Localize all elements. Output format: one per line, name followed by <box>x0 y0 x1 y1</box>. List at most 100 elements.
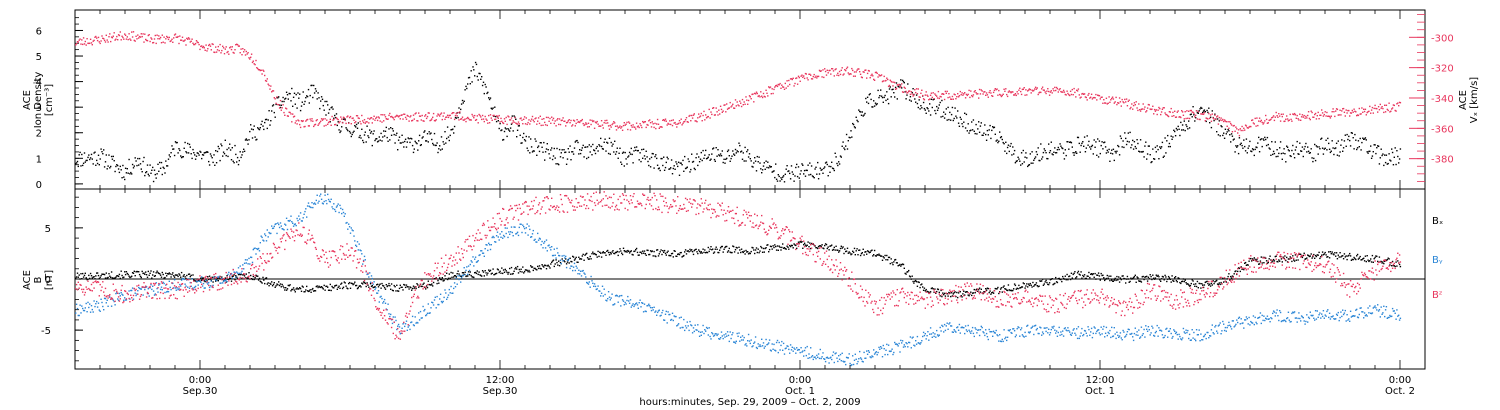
data-point <box>259 280 261 282</box>
data-point <box>859 254 862 257</box>
data-point <box>250 53 253 55</box>
data-point <box>283 100 285 103</box>
data-point <box>84 272 86 274</box>
data-point <box>379 139 381 141</box>
data-point <box>378 136 380 138</box>
data-point <box>1133 141 1136 143</box>
data-point <box>956 117 958 119</box>
data-point <box>512 130 514 132</box>
data-point <box>596 145 598 148</box>
data-point <box>279 99 282 102</box>
data-point <box>1210 126 1213 129</box>
data-point <box>1039 91 1041 93</box>
data-point <box>762 165 765 167</box>
data-point <box>514 116 516 119</box>
data-point <box>1174 116 1177 118</box>
data-point <box>402 118 404 120</box>
data-point <box>1366 111 1368 114</box>
data-point <box>1186 283 1188 285</box>
data-point <box>1376 147 1378 149</box>
data-point <box>659 251 661 253</box>
data-point <box>231 275 233 278</box>
data-point <box>866 101 868 103</box>
data-point <box>680 162 682 164</box>
data-point <box>382 114 384 116</box>
data-point <box>159 161 161 164</box>
data-point <box>194 158 197 160</box>
data-point <box>700 112 702 115</box>
data-point <box>502 122 505 125</box>
data-point <box>1282 256 1284 258</box>
data-point <box>607 125 610 127</box>
data-point <box>760 168 762 170</box>
data-point <box>1162 156 1164 158</box>
data-point <box>999 288 1002 290</box>
data-point <box>678 120 681 122</box>
data-point <box>264 121 266 124</box>
data-point <box>166 165 168 167</box>
data-point <box>993 126 996 128</box>
data-point <box>209 278 212 280</box>
data-point <box>164 42 166 44</box>
data-point <box>310 206 312 209</box>
data-point <box>619 248 621 250</box>
data-point <box>170 288 172 291</box>
data-point <box>907 91 909 94</box>
data-point <box>719 249 721 251</box>
data-point <box>1378 109 1381 111</box>
data-point <box>1264 120 1266 122</box>
data-point <box>733 107 736 109</box>
data-point <box>1034 157 1036 160</box>
data-point <box>1178 277 1180 280</box>
data-point <box>607 152 610 155</box>
data-point <box>491 119 493 121</box>
data-point <box>782 86 784 88</box>
data-point <box>1030 92 1032 94</box>
data-point <box>1328 115 1331 118</box>
data-point <box>1272 153 1274 156</box>
data-point <box>637 149 639 152</box>
data-point <box>1014 93 1017 95</box>
data-point <box>1156 275 1158 277</box>
data-point <box>843 73 845 75</box>
data-point <box>1325 115 1327 117</box>
data-point <box>1290 155 1292 158</box>
data-point <box>1187 117 1189 119</box>
data-point <box>1075 96 1077 98</box>
data-point <box>693 249 695 252</box>
data-point <box>527 271 529 273</box>
data-point <box>778 245 780 247</box>
data-point <box>807 79 809 81</box>
data-point <box>1335 252 1338 254</box>
data-point <box>253 247 255 250</box>
data-point <box>1031 89 1033 91</box>
data-point <box>275 285 277 287</box>
data-point <box>1223 137 1226 139</box>
data-point <box>1265 144 1268 147</box>
data-point <box>1367 259 1369 261</box>
data-point <box>656 249 658 251</box>
data-point <box>1233 273 1235 275</box>
data-point <box>1155 109 1157 111</box>
data-point <box>1029 282 1031 285</box>
data-point <box>890 96 892 98</box>
data-point <box>1321 109 1323 111</box>
data-point <box>831 68 834 70</box>
data-point <box>1370 112 1372 114</box>
data-point <box>347 129 349 132</box>
data-point <box>928 110 930 112</box>
data-point <box>1246 127 1248 129</box>
data-point <box>1152 148 1154 150</box>
data-point <box>847 140 849 142</box>
data-point <box>422 283 424 285</box>
data-point <box>392 117 394 119</box>
data-point <box>138 164 140 166</box>
data-point <box>305 208 307 210</box>
data-point <box>254 136 256 138</box>
data-point <box>394 142 396 144</box>
data-point <box>1305 142 1307 145</box>
data-point <box>1214 281 1216 283</box>
data-point <box>137 271 139 273</box>
data-point <box>747 99 750 102</box>
data-point <box>816 77 818 79</box>
